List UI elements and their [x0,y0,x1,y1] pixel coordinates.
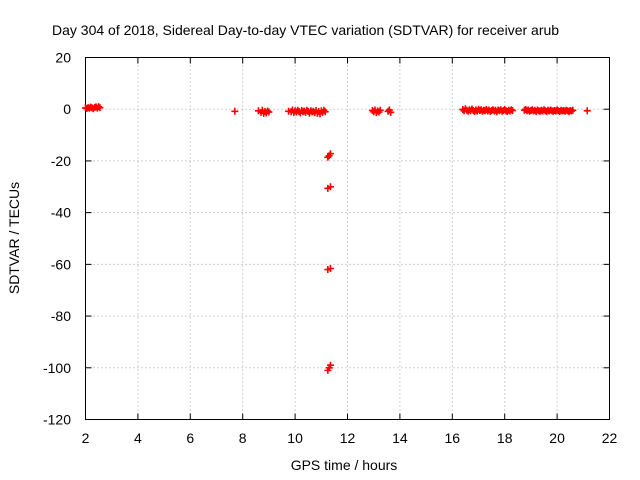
y-tick-label: 20 [55,50,71,66]
x-tick-label: 22 [602,430,618,446]
data-point [231,107,239,115]
y-tick-label: -80 [51,308,71,324]
plot-frame [85,57,610,420]
data-point [326,361,334,369]
x-tick-label: 6 [186,430,194,446]
x-tick-label: 18 [497,430,513,446]
data-point [376,106,384,114]
data-point [96,104,104,112]
data-points [82,103,591,374]
x-tick-label: 20 [549,430,565,446]
data-point [264,107,272,115]
y-tick-label: -100 [43,360,71,376]
x-tick-label: 12 [340,430,356,446]
y-tick-label: 0 [63,101,71,117]
data-point [509,107,517,115]
y-tick-label: -60 [51,256,71,272]
y-tick-label: -40 [51,205,71,221]
data-point [265,108,273,116]
x-tick-label: 14 [392,430,408,446]
data-point [583,107,591,115]
x-tick-label: 16 [445,430,461,446]
x-tick-labels: 2 4 6 8 10 12 14 16 18 20 22 [82,430,618,446]
y-tick-label: -20 [51,153,71,169]
data-point [326,150,334,158]
data-point [387,108,395,116]
x-tick-label: 10 [287,430,303,446]
x-tick-label: 2 [82,430,90,446]
data-point [321,108,329,116]
data-point [326,264,334,272]
data-point [569,106,577,114]
x-tick-label: 8 [239,430,247,446]
chart-title: Day 304 of 2018, Sidereal Day-to-day VTE… [52,22,559,38]
data-point [324,153,332,161]
data-point [326,183,334,191]
y-tick-label: -120 [43,412,71,428]
x-tick-label: 4 [134,430,142,446]
y-tick-labels: 20 0 -20 -40 -60 -80 -100 -120 [43,50,71,428]
x-axis-label: GPS time / hours [291,457,398,473]
y-axis-label: SDTVAR / TECUs [6,182,22,294]
data-point [95,103,103,111]
